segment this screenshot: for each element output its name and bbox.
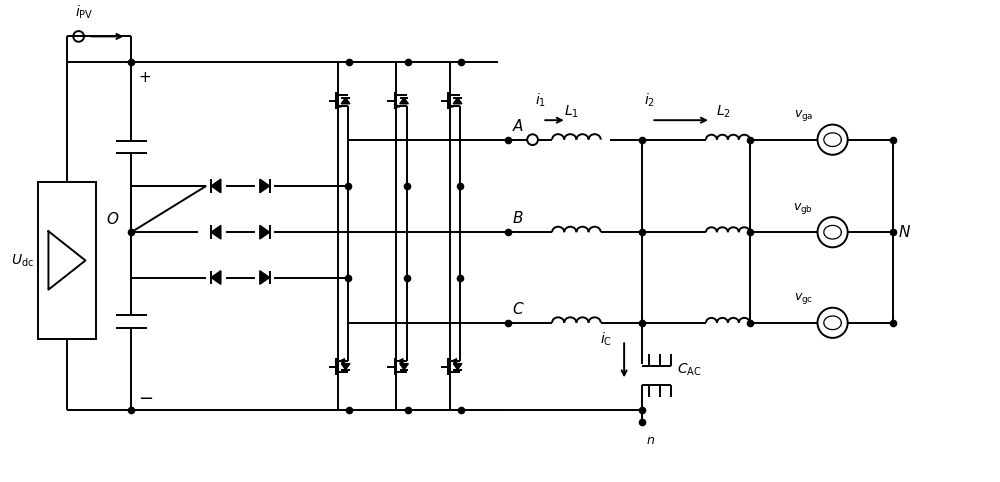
- Polygon shape: [341, 98, 350, 104]
- Text: $i_2$: $i_2$: [644, 91, 655, 108]
- Polygon shape: [260, 226, 270, 239]
- Text: $A$: $A$: [512, 118, 524, 134]
- Polygon shape: [453, 98, 462, 104]
- Text: $-$: $-$: [138, 388, 153, 406]
- Text: $v_{\rm ga}$: $v_{\rm ga}$: [794, 108, 813, 123]
- Text: $+$: $+$: [138, 69, 151, 84]
- Text: $n$: $n$: [646, 434, 655, 447]
- Text: $N$: $N$: [898, 224, 911, 240]
- Text: $B$: $B$: [512, 210, 524, 227]
- Polygon shape: [341, 363, 350, 370]
- Text: $L_2$: $L_2$: [716, 104, 731, 120]
- Text: $i_{\rm C}$: $i_{\rm C}$: [600, 331, 612, 348]
- Text: $i_1$: $i_1$: [535, 91, 546, 108]
- Polygon shape: [211, 226, 221, 239]
- Text: $C$: $C$: [512, 301, 525, 317]
- Text: $L_1$: $L_1$: [564, 104, 579, 120]
- Text: $i_{\rm PV}$: $i_{\rm PV}$: [75, 3, 93, 21]
- Polygon shape: [400, 363, 408, 370]
- Polygon shape: [400, 98, 408, 104]
- Text: $C_{\rm AC}$: $C_{\rm AC}$: [677, 362, 701, 378]
- Bar: [38, 182, 96, 339]
- Text: $U_{\rm dc}$: $U_{\rm dc}$: [11, 252, 34, 268]
- Polygon shape: [211, 271, 221, 284]
- Text: $v_{\rm gc}$: $v_{\rm gc}$: [794, 291, 813, 306]
- Text: $O$: $O$: [106, 211, 120, 228]
- Polygon shape: [453, 363, 462, 370]
- Polygon shape: [260, 271, 270, 284]
- Polygon shape: [211, 179, 221, 193]
- Polygon shape: [260, 179, 270, 193]
- Text: $v_{\rm gb}$: $v_{\rm gb}$: [793, 201, 813, 215]
